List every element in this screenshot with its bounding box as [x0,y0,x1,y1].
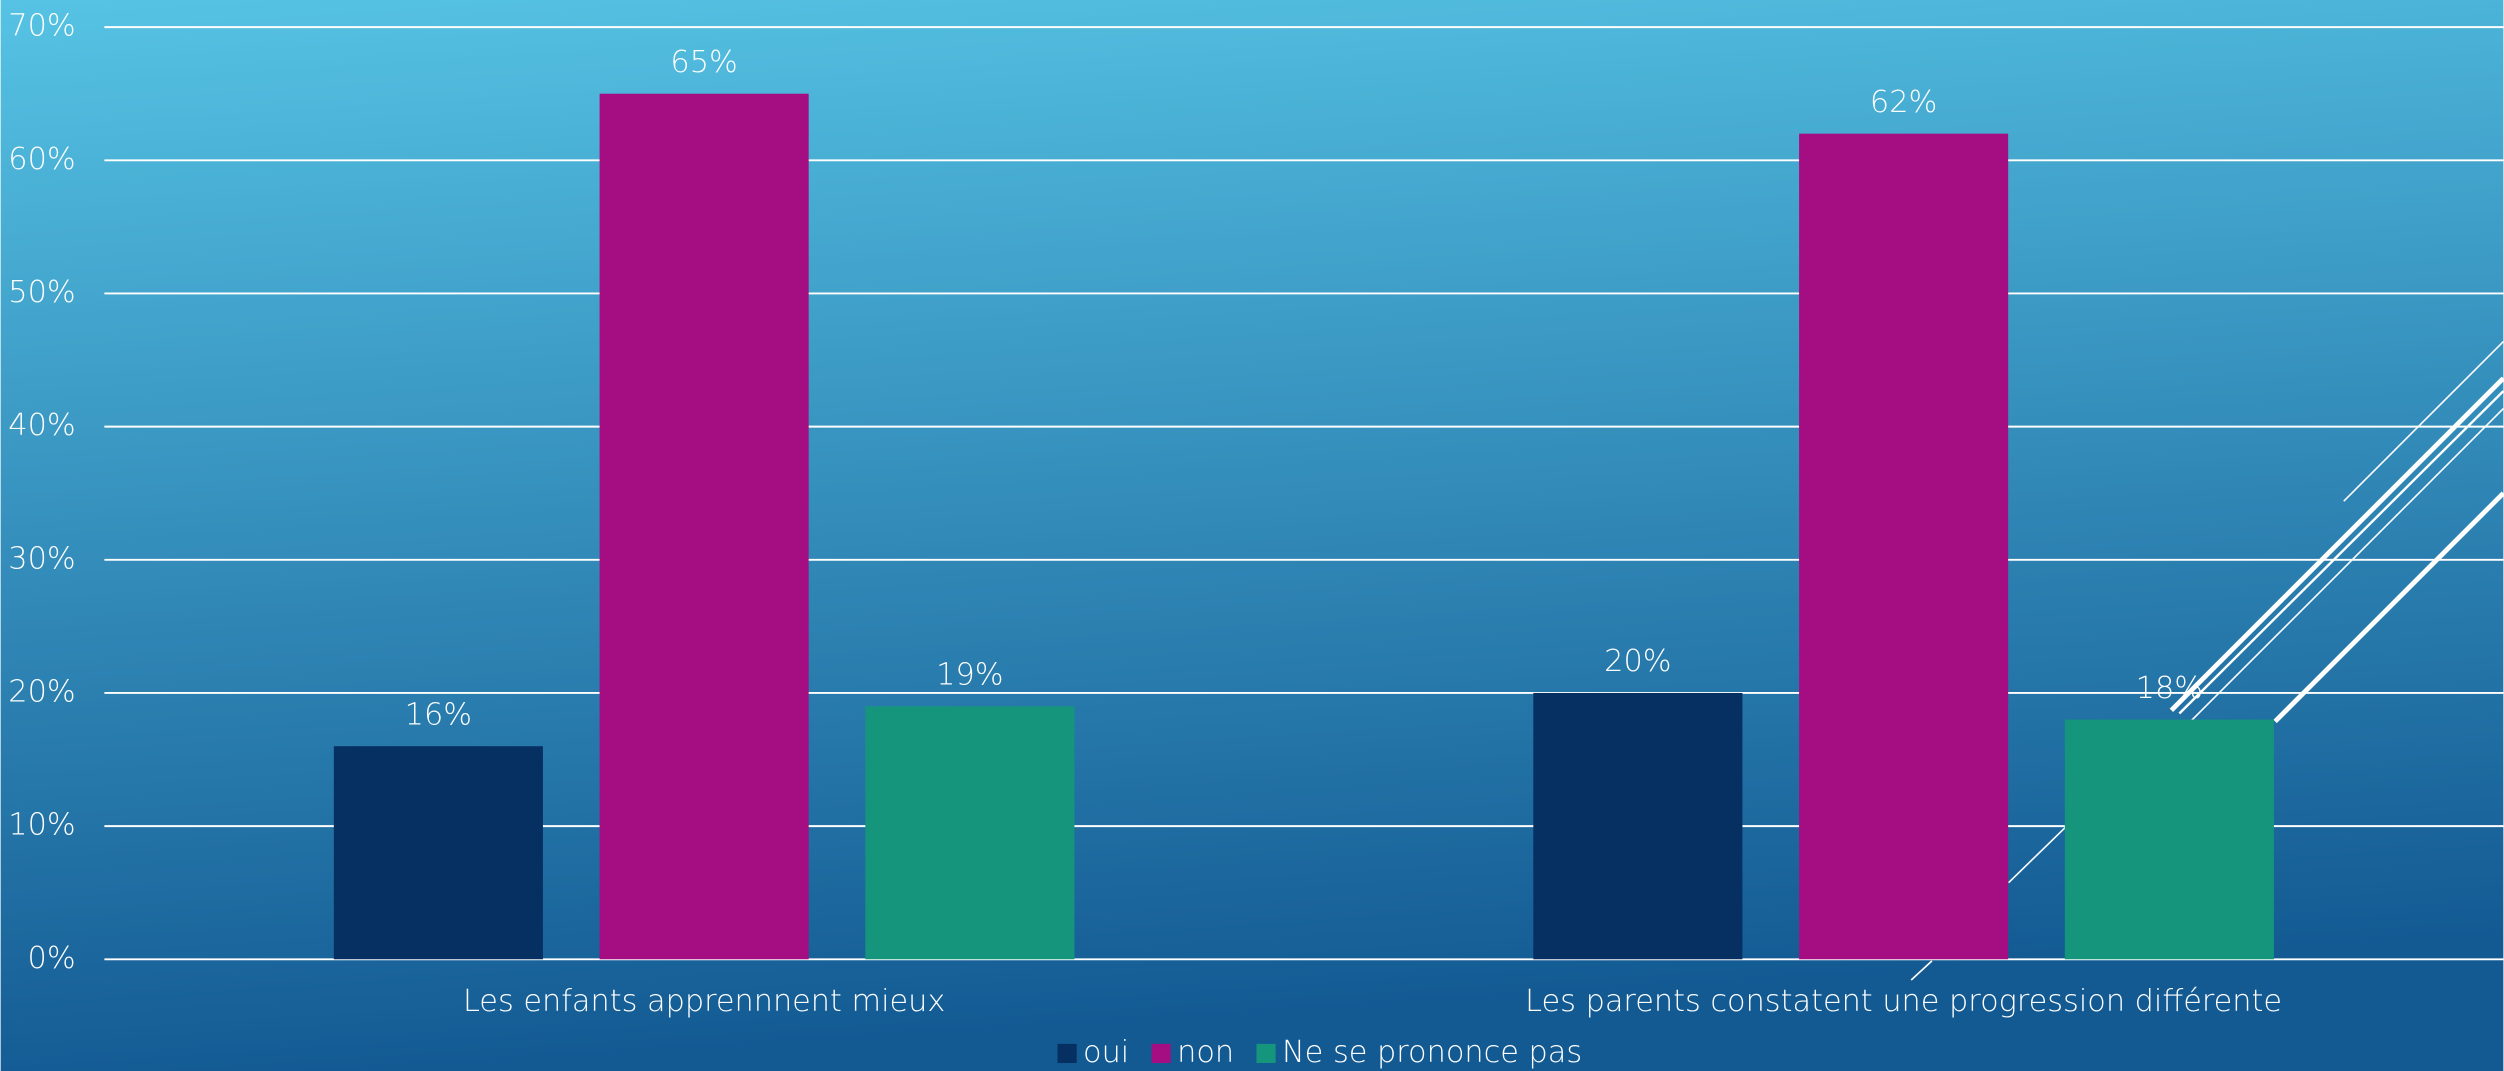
legend-swatch [1256,1043,1276,1064]
y-tick-label: 40% [8,408,75,443]
data-label: 62% [1870,85,1937,120]
bar [333,746,543,960]
y-tick-label: 60% [8,142,75,177]
bar [2064,719,2274,960]
legend-label: oui [1083,1035,1129,1070]
bar [1799,133,2009,960]
y-tick-label: 0% [28,941,76,976]
x-tick-label: Les parents constatent une progression d… [1525,984,2282,1019]
y-tick-label: 30% [8,541,75,576]
data-label: 16% [405,697,472,732]
legend-swatch [1151,1043,1171,1064]
y-tick-label: 10% [8,808,75,843]
decoration [1910,341,2504,981]
x-tick-label: Les enfants apprennnent mieux [463,984,945,1019]
y-tick-label: 70% [8,9,75,44]
y-tick-label: 50% [8,275,75,310]
legend-swatch [1057,1043,1077,1064]
data-label: 19% [936,657,1003,692]
data-label: 18% [2136,671,2203,706]
data-label: 65% [670,45,737,80]
bar [599,93,809,960]
y-tick-label: 20% [8,674,75,709]
data-label: 20% [1604,644,1671,679]
bar [865,706,1075,960]
legend-label: Ne se prononce pas [1282,1035,1582,1070]
legend-label: non [1177,1035,1234,1070]
bar [1533,692,1743,960]
